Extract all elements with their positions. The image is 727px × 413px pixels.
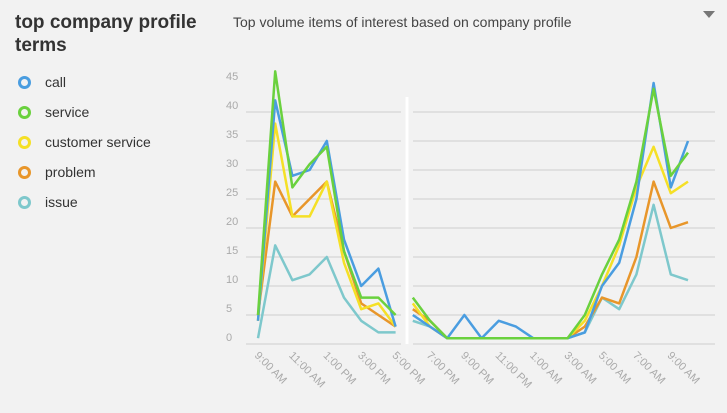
series-line-issue — [412, 203, 689, 340]
x-tick-label: 3:00 AM — [561, 350, 598, 387]
series-line-customer-service — [256, 122, 397, 328]
legend-swatch-icon — [18, 75, 31, 89]
y-tick-label: 45 — [226, 71, 238, 83]
widget-title: top company profile terms — [15, 12, 197, 56]
legend-label: call — [45, 74, 67, 90]
legend-label: issue — [45, 194, 78, 210]
x-tick-label: 9:00 AM — [665, 350, 702, 387]
legend-item-issue[interactable]: issue — [18, 192, 151, 212]
legend-label: problem — [45, 164, 96, 180]
x-tick-label: 5:00 AM — [596, 350, 633, 387]
y-tick-label: 25 — [226, 187, 238, 199]
legend-label: customer service — [45, 134, 151, 150]
x-tick-label: 11:00 AM — [286, 350, 327, 391]
y-tick-label: 0 — [226, 332, 232, 344]
x-tick-label: 7:00 PM — [424, 350, 461, 387]
legend-swatch-icon — [18, 135, 31, 149]
y-tick-label: 15 — [226, 245, 238, 257]
series-line-call — [256, 99, 397, 327]
legend-item-customer-service[interactable]: customer service — [18, 132, 151, 152]
x-tick-label: 5:00 PM — [389, 350, 426, 387]
legend-swatch-icon — [18, 195, 31, 209]
legend-item-service[interactable]: service — [18, 102, 151, 122]
series-line-issue — [256, 244, 396, 339]
series-line-service — [411, 87, 690, 340]
series-line-customer-service — [411, 145, 689, 340]
y-tick-label: 20 — [226, 216, 238, 228]
x-tick-label: 9:00 PM — [458, 350, 495, 387]
legend-label: service — [45, 104, 90, 120]
x-tick-label: 3:00 PM — [355, 350, 392, 387]
chart-legend: call service customer service problem is… — [18, 72, 151, 222]
chevron-down-icon[interactable] — [703, 11, 715, 18]
y-tick-label: 35 — [226, 129, 238, 141]
legend-swatch-icon — [18, 105, 31, 119]
legend-item-call[interactable]: call — [18, 72, 151, 92]
x-tick-label: 7:00 AM — [630, 350, 667, 387]
x-tick-label: 9:00 AM — [252, 350, 289, 387]
y-tick-label: 30 — [226, 158, 238, 170]
legend-swatch-icon — [18, 165, 31, 179]
series-line-service — [256, 70, 397, 316]
y-tick-label: 10 — [226, 274, 238, 286]
widget-subtitle: Top volume items of interest based on co… — [233, 14, 572, 30]
y-tick-label: 40 — [226, 100, 238, 112]
legend-item-problem[interactable]: problem — [18, 162, 151, 182]
x-tick-label: 11:00 PM — [493, 350, 534, 391]
y-tick-label: 5 — [226, 303, 232, 315]
